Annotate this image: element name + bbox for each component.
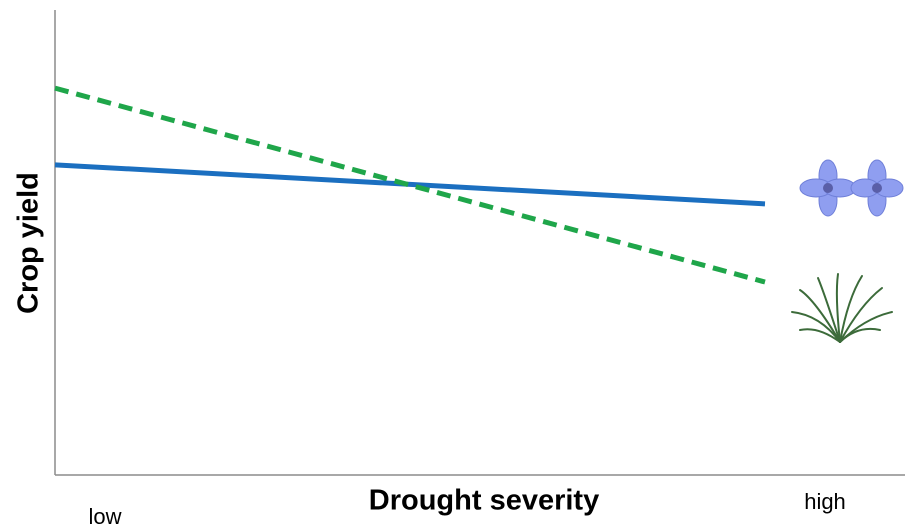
x-axis-title: Drought severity — [369, 485, 599, 517]
x-tick-label: low — [88, 504, 121, 529]
y-axis-title: Crop yield — [13, 172, 45, 314]
flower-icon — [800, 160, 903, 216]
series-line — [55, 165, 765, 204]
page: {"chart_data": {"type": "line", "x_label… — [0, 0, 905, 531]
x-tick-label: high — [804, 489, 846, 514]
chart: Crop yield Drought severity low high — [0, 0, 905, 531]
grass-icon — [792, 274, 892, 342]
